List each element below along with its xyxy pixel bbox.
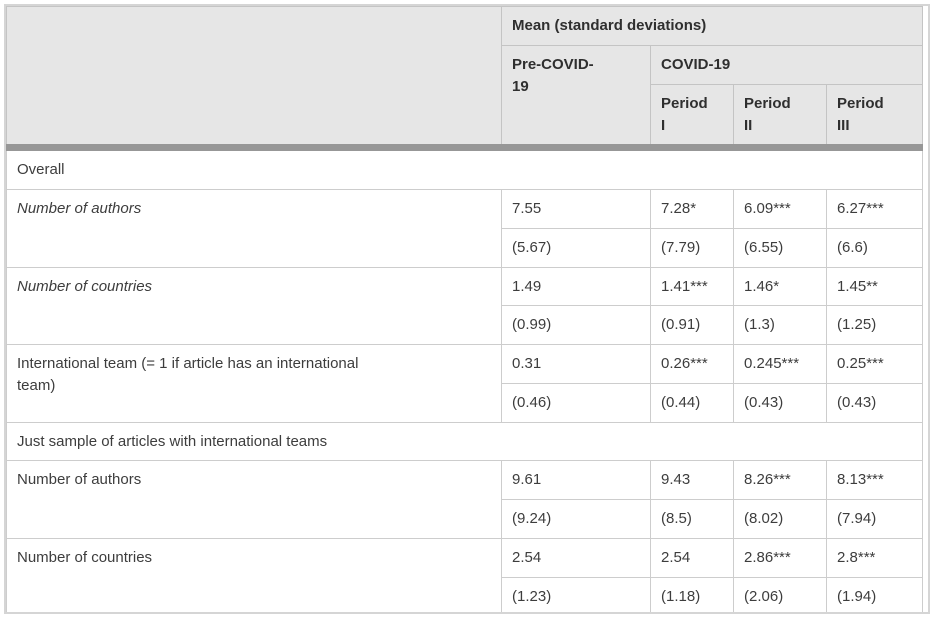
mean-value: 8.26*** (733, 460, 827, 500)
period-1-header-label: Period I (661, 94, 708, 134)
mean-value: 0.26*** (650, 344, 734, 384)
row-label: Number of countries (6, 266, 502, 345)
mean-value: 7.28* (650, 189, 734, 229)
sd-value: (7.94) (825, 499, 924, 539)
sd-value: (1.3) (733, 305, 827, 345)
row-label-text: Number of authors (17, 200, 142, 217)
sd-value: (9.24) (501, 499, 651, 539)
mean-value: 1.45** (825, 266, 924, 307)
mean-row: Number of countries 2.54 2.54 2.86*** 2.8*** (6, 537, 924, 612)
section-row: Just sample of articles with internation… (6, 421, 924, 462)
sd-row: (0.99) (0.91) (1.3) (1.25) (7, 305, 924, 345)
mean-value: 2.54 (501, 537, 651, 578)
row-label: Number of authors (6, 189, 502, 268)
sd-row: (5.67) (7.79) (6.55) (6.6) (7, 227, 924, 268)
sd-value: (1.18) (650, 576, 734, 612)
mean-sd-group-header: Mean (standard deviations) (500, 6, 924, 46)
mean-value: 6.27*** (825, 189, 924, 229)
mean-value: 1.49 (501, 266, 651, 307)
sd-row: (9.24) (8.5) (8.02) (7.94) (7, 499, 924, 539)
sd-value: (6.6) (825, 227, 924, 268)
sd-value: (0.99) (501, 305, 651, 345)
header-row-top: Mean (standard deviations) (6, 6, 924, 152)
sd-value: (1.23) (501, 576, 651, 612)
sd-row: (0.46) (0.44) (0.43) (0.43) (7, 382, 924, 423)
mean-value: 1.41*** (650, 266, 734, 307)
sd-value: (0.44) (650, 382, 734, 423)
table-header: Mean (standard deviations) Pre-COVID-19 … (6, 6, 924, 152)
sd-value: (1.25) (825, 305, 924, 345)
mean-value: 2.86*** (733, 537, 827, 578)
mean-value: 9.43 (650, 460, 734, 500)
sd-value: (0.46) (501, 382, 651, 423)
period-3-header: Period III (825, 83, 924, 152)
sd-value: (2.06) (733, 576, 827, 612)
mean-row: Number of authors 9.61 9.43 8.26*** 8.13*** (6, 460, 924, 539)
period-2-header: Period II (733, 83, 827, 152)
mean-row: Number of authors 7.55 7.28* 6.09*** 6.27*** (6, 189, 924, 268)
section-title: Just sample of articles with internation… (6, 421, 924, 462)
summary-statistics-table: Mean (standard deviations) Pre-COVID-19 … (6, 6, 924, 612)
mean-value: 1.46* (733, 266, 827, 307)
section-row: Overall (6, 147, 924, 190)
sd-value: (8.5) (650, 499, 734, 539)
table-body: Overall Number of authors 7.55 7.28* 6.09***… (6, 147, 924, 612)
mean-value: 0.245*** (733, 344, 827, 384)
mean-row: Number of countries 1.49 1.41*** 1.46* 1.45*… (6, 266, 924, 345)
mean-value: 0.25*** (825, 344, 924, 384)
pre-covid-header: Pre-COVID-19 (501, 44, 651, 152)
period-1-header: Period I (650, 83, 734, 152)
mean-value: 8.13*** (825, 460, 924, 500)
sd-value: (1.94) (825, 576, 924, 612)
sd-value: (6.55) (733, 227, 827, 268)
sd-value: (7.79) (650, 227, 734, 268)
table-frame: Mean (standard deviations) Pre-COVID-19 … (4, 4, 930, 614)
section-title: Overall (6, 147, 924, 190)
mean-value: 7.55 (501, 189, 651, 229)
sd-value: (0.43) (733, 382, 827, 423)
sd-row: (1.23) (1.18) (2.06) (1.94) (7, 576, 924, 612)
mean-value: 9.61 (501, 460, 651, 500)
mean-value: 2.54 (650, 537, 734, 578)
row-label: Number of countries (6, 537, 502, 612)
row-label-text: International team (= 1 if article has a… (17, 355, 359, 394)
period-3-header-label: Period III (837, 94, 884, 134)
header-row-periods: Period I Period II Period III (7, 83, 924, 152)
mean-value: 2.8*** (825, 537, 924, 578)
sd-value: (0.91) (650, 305, 734, 345)
row-label: Number of authors (6, 460, 502, 539)
mean-value: 0.31 (501, 344, 651, 384)
sd-value: (5.67) (501, 227, 651, 268)
sd-value: (8.02) (733, 499, 827, 539)
corner-cell (6, 6, 502, 152)
row-label-text: Number of countries (17, 277, 153, 295)
sd-value: (0.43) (825, 382, 924, 423)
period-2-header-label: Period II (744, 94, 791, 134)
header-row-groups: Pre-COVID-19 COVID-19 (7, 44, 924, 152)
row-label-text: Number of countries (17, 548, 153, 566)
mean-row: International team (= 1 if article has a… (6, 344, 924, 423)
row-label: International team (= 1 if article has a… (6, 344, 502, 423)
row-label-text: Number of authors (17, 471, 142, 489)
mean-value: 6.09*** (733, 189, 827, 229)
pre-covid-header-label: Pre-COVID-19 (512, 55, 594, 95)
covid-header: COVID-19 (649, 44, 924, 85)
